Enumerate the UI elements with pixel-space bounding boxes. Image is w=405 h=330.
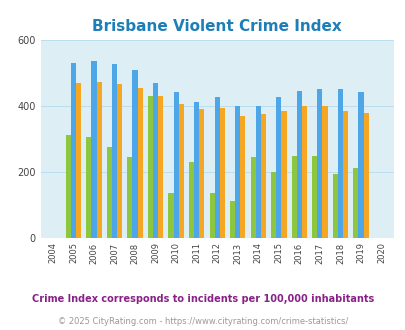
- Bar: [271, 172, 275, 238]
- Text: © 2025 CityRating.com - https://www.cityrating.com/crime-statistics/: © 2025 CityRating.com - https://www.city…: [58, 317, 347, 326]
- Bar: [127, 157, 132, 238]
- Bar: [230, 201, 234, 238]
- Bar: [112, 64, 117, 238]
- Bar: [337, 89, 342, 238]
- Bar: [275, 97, 281, 238]
- Bar: [76, 82, 81, 238]
- Bar: [311, 156, 317, 238]
- Bar: [91, 61, 96, 238]
- Bar: [86, 137, 91, 238]
- Bar: [71, 63, 76, 238]
- Bar: [168, 193, 173, 238]
- Bar: [291, 156, 296, 238]
- Bar: [188, 162, 194, 238]
- Bar: [240, 116, 245, 238]
- Bar: [342, 111, 347, 238]
- Bar: [147, 96, 153, 238]
- Bar: [322, 106, 327, 238]
- Bar: [250, 157, 255, 238]
- Bar: [332, 174, 337, 238]
- Bar: [317, 89, 322, 238]
- Bar: [296, 91, 301, 238]
- Bar: [178, 104, 183, 238]
- Bar: [66, 135, 71, 238]
- Bar: [194, 102, 199, 238]
- Bar: [352, 168, 358, 238]
- Bar: [362, 113, 368, 238]
- Bar: [132, 70, 137, 238]
- Bar: [301, 106, 306, 238]
- Bar: [255, 106, 260, 238]
- Bar: [219, 108, 224, 238]
- Bar: [173, 92, 178, 238]
- Bar: [137, 88, 143, 238]
- Bar: [281, 111, 286, 238]
- Bar: [117, 84, 122, 238]
- Bar: [96, 82, 101, 238]
- Bar: [158, 96, 163, 238]
- Bar: [209, 193, 214, 238]
- Bar: [214, 97, 219, 238]
- Bar: [153, 82, 158, 238]
- Bar: [107, 147, 112, 238]
- Bar: [358, 92, 362, 238]
- Title: Brisbane Violent Crime Index: Brisbane Violent Crime Index: [92, 19, 341, 34]
- Text: Crime Index corresponds to incidents per 100,000 inhabitants: Crime Index corresponds to incidents per…: [32, 294, 373, 304]
- Bar: [260, 114, 265, 238]
- Bar: [199, 109, 204, 238]
- Bar: [234, 106, 240, 238]
